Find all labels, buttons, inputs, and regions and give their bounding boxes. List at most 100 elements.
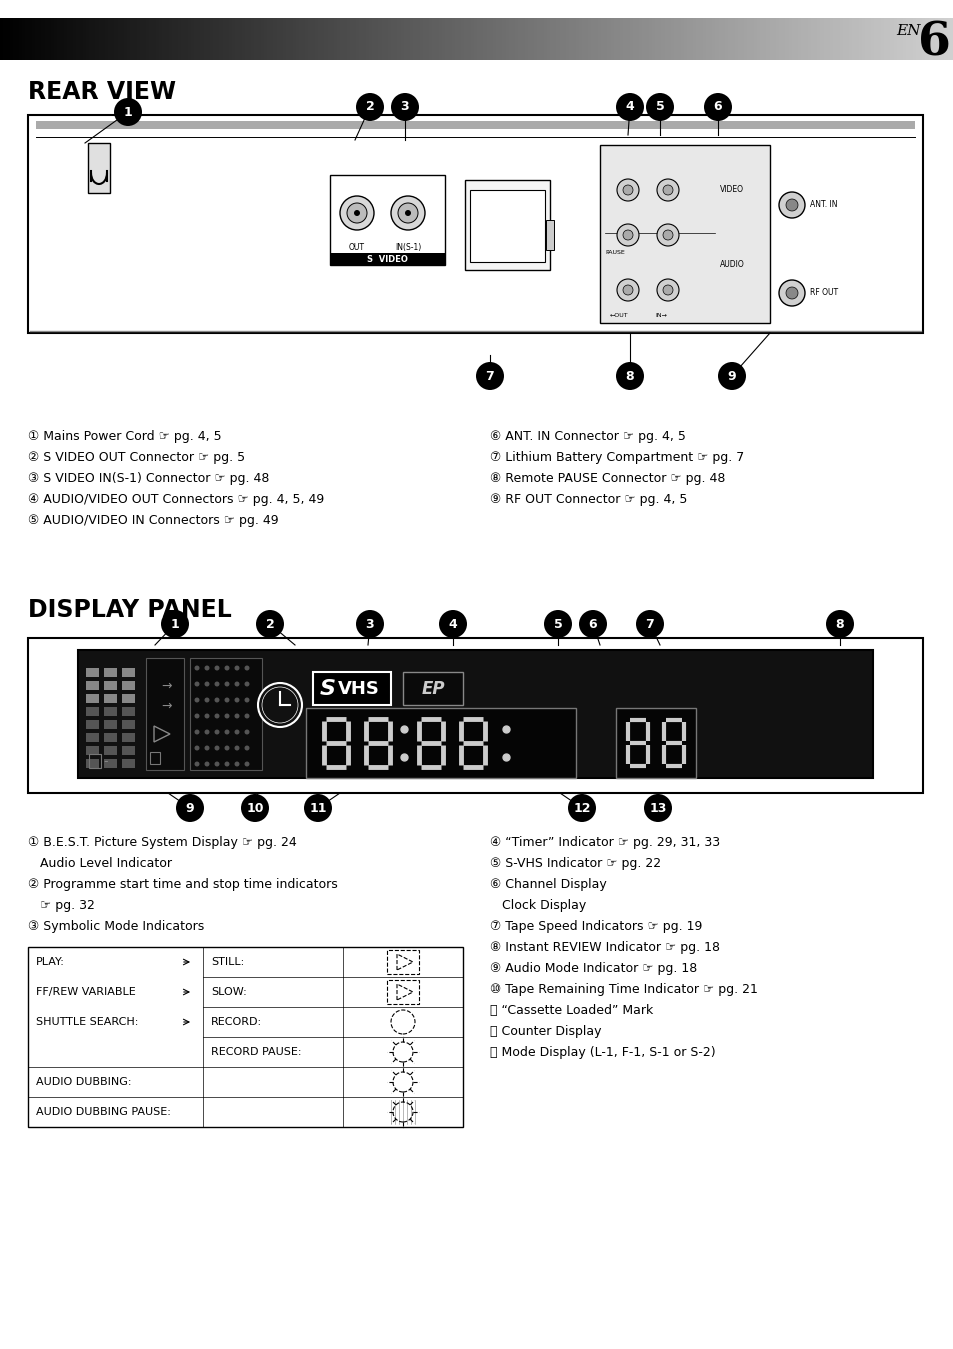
Bar [664, 18, 668, 59]
Bar [479, 18, 483, 59]
Text: ☞ pg. 32: ☞ pg. 32 [28, 898, 94, 912]
Circle shape [234, 761, 239, 766]
Bar [193, 18, 197, 59]
Bar [545, 220, 554, 250]
Bar [28, 115, 923, 333]
Text: SHUTTLE SEARCH:: SHUTTLE SEARCH: [36, 1017, 138, 1027]
Bar [740, 18, 744, 59]
Circle shape [657, 279, 679, 301]
Circle shape [204, 665, 210, 670]
Text: ⑧ Remote PAUSE Connector ☞ pg. 48: ⑧ Remote PAUSE Connector ☞ pg. 48 [490, 472, 724, 486]
Bar [127, 18, 131, 59]
Bar [286, 18, 290, 59]
Bar [197, 18, 201, 59]
Bar [83, 18, 87, 59]
Bar [841, 18, 845, 59]
Bar [146, 18, 150, 59]
Bar [581, 18, 585, 59]
Bar [905, 18, 909, 59]
Bar [0, 18, 4, 59]
Bar [210, 18, 213, 59]
Bar [679, 18, 683, 59]
Circle shape [214, 746, 219, 750]
Bar [832, 18, 836, 59]
Bar [86, 668, 99, 677]
Bar [474, 18, 477, 59]
Bar [861, 18, 864, 59]
Circle shape [662, 185, 672, 196]
Circle shape [657, 224, 679, 246]
Circle shape [194, 746, 199, 750]
Bar [810, 18, 814, 59]
Bar [102, 18, 106, 59]
Circle shape [234, 665, 239, 670]
Bar [756, 18, 760, 59]
Bar [470, 18, 474, 59]
Bar [746, 18, 750, 59]
Bar [70, 18, 73, 59]
Bar [159, 18, 163, 59]
Text: 9: 9 [186, 801, 194, 815]
Bar [355, 18, 359, 59]
Bar [803, 18, 807, 59]
Bar [943, 18, 947, 59]
Bar [41, 18, 45, 59]
Bar [190, 658, 262, 770]
Bar [772, 18, 776, 59]
Bar [124, 18, 128, 59]
Circle shape [339, 196, 374, 229]
Text: 7: 7 [485, 370, 494, 383]
Bar [191, 18, 194, 59]
Bar [340, 18, 344, 59]
Bar [760, 18, 763, 59]
Text: ⑤ S-VHS Indicator ☞ pg. 22: ⑤ S-VHS Indicator ☞ pg. 22 [490, 857, 660, 870]
Circle shape [617, 179, 639, 201]
Text: ⑥ ANT. IN Connector ☞ pg. 4, 5: ⑥ ANT. IN Connector ☞ pg. 4, 5 [490, 430, 685, 442]
Bar [353, 18, 356, 59]
Text: ④ “Timer” Indicator ☞ pg. 29, 31, 33: ④ “Timer” Indicator ☞ pg. 29, 31, 33 [490, 836, 720, 849]
Circle shape [405, 210, 411, 216]
Bar [104, 720, 117, 728]
Bar [267, 18, 271, 59]
Bar [306, 708, 576, 778]
Text: ⑫ Counter Display: ⑫ Counter Display [490, 1025, 601, 1037]
Bar [104, 668, 117, 677]
Circle shape [234, 746, 239, 750]
Bar [594, 18, 598, 59]
Bar [416, 18, 420, 59]
Bar [724, 18, 728, 59]
Bar [496, 18, 499, 59]
Bar [908, 18, 912, 59]
Bar [870, 18, 874, 59]
Circle shape [617, 224, 639, 246]
Bar [476, 18, 480, 59]
Bar [229, 18, 233, 59]
Bar [880, 18, 883, 59]
Circle shape [214, 697, 219, 703]
Bar [531, 18, 535, 59]
Text: 8: 8 [625, 370, 634, 383]
Circle shape [244, 730, 250, 734]
Bar [203, 18, 207, 59]
Bar [121, 18, 125, 59]
Bar [7, 18, 10, 59]
Bar [369, 18, 373, 59]
Bar [610, 18, 614, 59]
Circle shape [194, 681, 199, 687]
Bar [28, 947, 462, 1126]
Circle shape [175, 795, 204, 822]
Bar [553, 18, 557, 59]
Bar [276, 18, 280, 59]
Bar [283, 18, 287, 59]
Bar [559, 18, 563, 59]
Text: FF/REW VARIABLE: FF/REW VARIABLE [36, 987, 135, 997]
Text: ② S VIDEO OUT Connector ☞ pg. 5: ② S VIDEO OUT Connector ☞ pg. 5 [28, 451, 245, 464]
Bar [718, 18, 721, 59]
Bar [16, 18, 20, 59]
Circle shape [194, 730, 199, 734]
Circle shape [204, 681, 210, 687]
Bar [86, 707, 99, 716]
Bar [540, 18, 544, 59]
Text: ② Programme start time and stop time indicators: ② Programme start time and stop time ind… [28, 878, 337, 890]
Bar [88, 143, 110, 193]
